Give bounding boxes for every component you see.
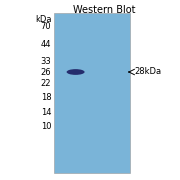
Text: 22: 22: [41, 79, 51, 88]
Ellipse shape: [67, 69, 85, 75]
Text: 33: 33: [40, 57, 51, 66]
Text: 26: 26: [41, 68, 51, 77]
Text: 28kDa: 28kDa: [134, 68, 161, 76]
Text: 70: 70: [41, 22, 51, 31]
Text: 18: 18: [41, 93, 51, 102]
Bar: [54, 13, 130, 173]
Text: 44: 44: [41, 40, 51, 49]
Text: 14: 14: [41, 108, 51, 117]
Text: kDa: kDa: [35, 15, 51, 24]
Text: 10: 10: [41, 122, 51, 131]
Text: Western Blot: Western Blot: [73, 5, 136, 15]
